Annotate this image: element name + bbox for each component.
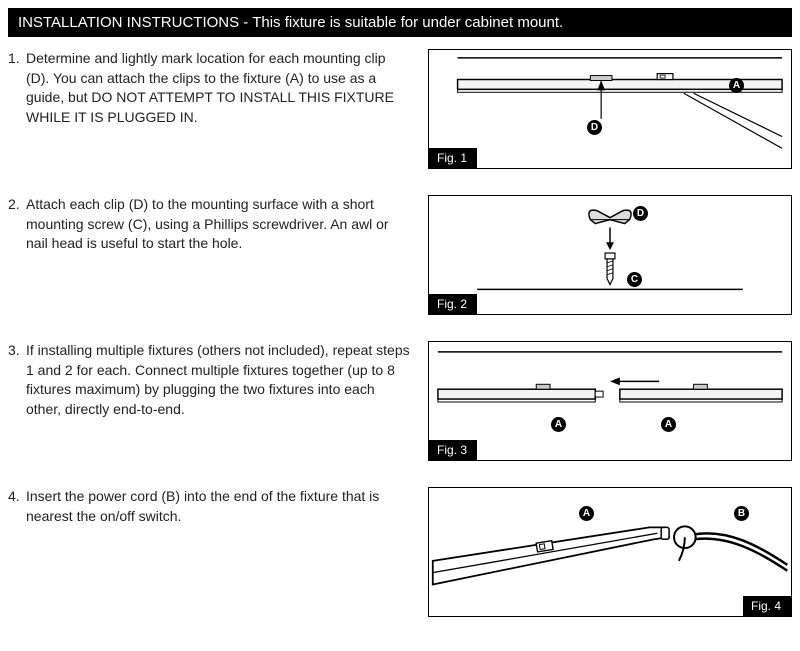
figure-3-label: Fig. 3	[429, 440, 477, 460]
step-1-text: 1. Determine and lightly mark location f…	[8, 49, 428, 127]
figure-3-svg	[429, 342, 791, 460]
step-4-body: Insert the power cord (B) into the end o…	[26, 487, 412, 526]
part-label-d2: D	[633, 206, 648, 221]
step-4-text: 4. Insert the power cord (B) into the en…	[8, 487, 428, 526]
step-2-num: 2.	[8, 195, 26, 254]
step-4: 4. Insert the power cord (B) into the en…	[8, 487, 792, 617]
step-1: 1. Determine and lightly mark location f…	[8, 49, 792, 169]
figure-1-svg	[429, 50, 791, 168]
figure-1: A D Fig. 1	[428, 49, 792, 169]
title-bar: INSTALLATION INSTRUCTIONS - This fixture…	[8, 8, 792, 37]
figure-4-label: Fig. 4	[743, 596, 791, 616]
step-2: 2. Attach each clip (D) to the mounting …	[8, 195, 792, 315]
step-1-body: Determine and lightly mark location for …	[26, 49, 412, 127]
step-2-text: 2. Attach each clip (D) to the mounting …	[8, 195, 428, 254]
step-1-num: 1.	[8, 49, 26, 127]
step-2-body: Attach each clip (D) to the mounting sur…	[26, 195, 412, 254]
part-label-a: A	[729, 78, 744, 93]
figure-4: A B Fig. 4	[428, 487, 792, 617]
part-label-a4: A	[579, 506, 594, 521]
figure-2-label: Fig. 2	[429, 294, 477, 314]
step-3-body: If installing multiple fixtures (others …	[26, 341, 412, 419]
step-4-num: 4.	[8, 487, 26, 526]
part-label-b: B	[734, 506, 749, 521]
figure-2: D C Fig. 2	[428, 195, 792, 315]
title-text: INSTALLATION INSTRUCTIONS - This fixture…	[18, 14, 563, 31]
figure-2-svg	[429, 196, 791, 314]
figure-3: A A Fig. 3	[428, 341, 792, 461]
part-label-d: D	[587, 120, 602, 135]
part-label-a3b: A	[661, 417, 676, 432]
part-label-a3a: A	[551, 417, 566, 432]
figure-1-label: Fig. 1	[429, 148, 477, 168]
step-3-num: 3.	[8, 341, 26, 419]
step-3: 3. If installing multiple fixtures (othe…	[8, 341, 792, 461]
step-3-text: 3. If installing multiple fixtures (othe…	[8, 341, 428, 419]
part-label-c: C	[627, 272, 642, 287]
